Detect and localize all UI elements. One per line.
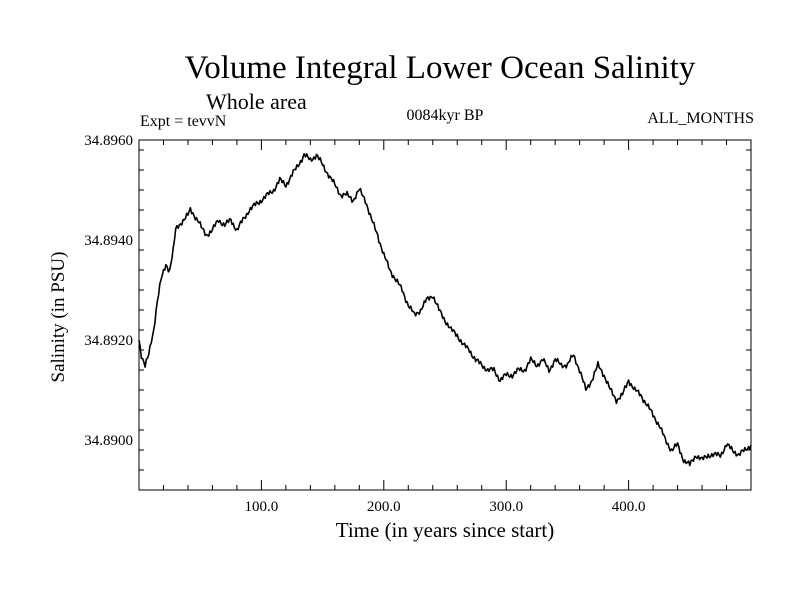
experiment-label: Expt = tevvN xyxy=(140,113,227,130)
x-tick-label: 100.0 xyxy=(245,499,279,515)
plot-frame xyxy=(138,139,752,491)
salinity-line xyxy=(138,152,752,467)
period-label: 0084kyr BP xyxy=(406,107,484,124)
axis-tick-labels: 100.0 200.0 300.0 400.0 34.8900 34.8920 34.894… xyxy=(84,133,645,515)
axis-ticks xyxy=(139,140,751,491)
y-tick-label: 34.8900 xyxy=(84,433,133,449)
x-tick-label: 400.0 xyxy=(612,499,646,515)
x-axis-label: Time (in years since start) xyxy=(335,518,555,542)
y-tick-label: 34.8920 xyxy=(84,333,133,349)
chart-subtitle: Whole area xyxy=(206,89,307,114)
x-tick-label: 300.0 xyxy=(489,499,523,515)
chart-title: Volume Integral Lower Ocean Salinity xyxy=(184,50,696,86)
y-tick-label: 34.8940 xyxy=(84,233,133,249)
y-tick-label: 34.8960 xyxy=(84,133,133,149)
months-label: ALL_MONTHS xyxy=(647,110,754,127)
x-tick-label: 200.0 xyxy=(367,499,401,515)
